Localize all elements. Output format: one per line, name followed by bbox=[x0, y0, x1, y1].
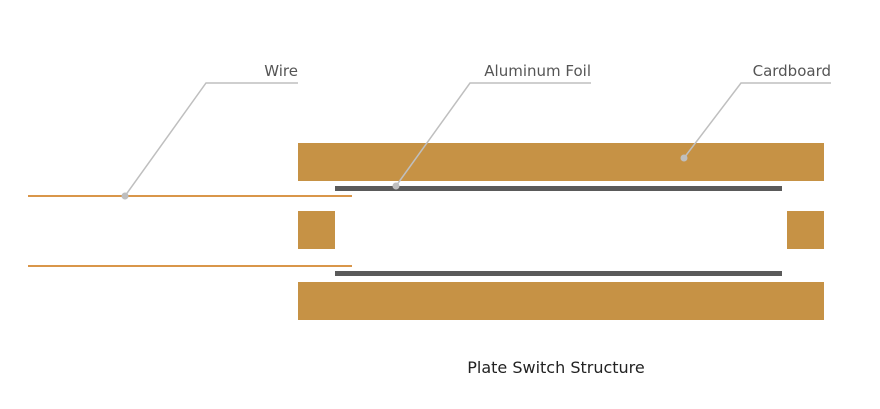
label-aluminum-foil: Aluminum Foil bbox=[484, 62, 591, 80]
leader-line-wire bbox=[124, 82, 298, 197]
cardboard-bottom-plate bbox=[298, 282, 824, 320]
wire-bottom bbox=[28, 265, 352, 267]
aluminum-foil-top bbox=[335, 186, 782, 191]
cardboard-spacer-left bbox=[298, 211, 335, 249]
cardboard-top-plate bbox=[298, 143, 824, 181]
leader-dot-foil bbox=[392, 182, 400, 190]
cardboard-spacer-right bbox=[787, 211, 824, 249]
aluminum-foil-bottom bbox=[335, 271, 782, 276]
leader-dot-wire bbox=[121, 192, 129, 200]
label-wire: Wire bbox=[264, 62, 298, 80]
leader-line-foil bbox=[395, 82, 591, 187]
diagram-caption: Plate Switch Structure bbox=[467, 358, 645, 377]
wire-top bbox=[28, 195, 352, 197]
leader-dot-cardboard bbox=[680, 154, 688, 162]
leader-line-cardboard bbox=[683, 82, 831, 159]
label-cardboard: Cardboard bbox=[752, 62, 831, 80]
